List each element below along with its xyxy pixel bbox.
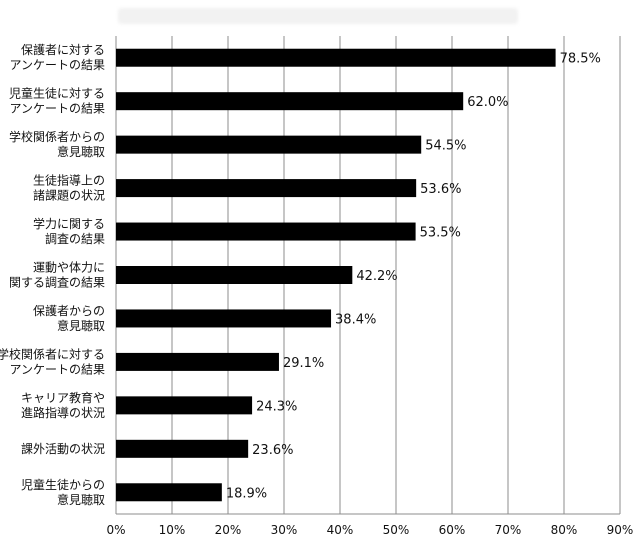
category-label: 運動や体力に [33,261,105,275]
data-label: 53.5% [420,226,461,241]
category-label: アンケートの結果 [9,58,105,72]
category-label: 生徒指導上の [33,173,105,188]
data-label: 78.5% [560,52,601,67]
x-tick-label: 40% [327,523,354,537]
bar [116,266,353,284]
x-tick-label: 30% [271,523,298,537]
category-label: アンケートの結果 [9,102,105,116]
category-label: 保護者に対する [21,42,105,57]
bar [116,396,253,415]
category-label: 意見聴取 [57,318,105,333]
blurred-title [118,8,518,24]
category-label: 調査の結果 [45,232,105,246]
bar [116,352,279,371]
data-label: 38.4% [335,312,376,327]
x-tick-label: 20% [215,523,242,537]
bar [116,48,556,67]
bar [116,92,464,111]
category-label: 学校関係者からの [9,129,105,144]
category-label: 意見聴取 [57,492,105,507]
x-tick-label: 70% [495,523,522,537]
x-tick-label: 10% [159,523,186,537]
bar [116,135,422,154]
bar [116,179,417,198]
category-label: 関する調査の結果 [9,276,105,290]
data-label: 62.0% [467,95,508,110]
category-label: 児童生徒からの [21,477,105,492]
x-tick-label: 50% [383,523,410,537]
category-label: 学校関係者に対する [0,346,105,361]
x-tick-label: 80% [551,523,578,537]
bar [116,439,249,458]
category-label: 保護者からの [33,303,105,318]
data-label: 29.1% [283,356,324,371]
category-label: キャリア教育や [21,390,105,405]
category-label: 諸課題の状況 [33,188,105,203]
category-label: 児童生徒に対する [9,86,105,101]
x-tick-label: 60% [439,523,466,537]
bar [116,483,222,502]
data-label: 23.6% [252,443,293,458]
data-label: 24.3% [256,399,297,414]
category-label: 課外活動の状況 [21,441,105,456]
data-label: 18.9% [226,486,267,501]
data-label: 42.2% [356,269,397,284]
bar [116,222,416,241]
x-tick-label: 0% [106,523,125,537]
data-label: 54.5% [425,139,466,154]
data-label: 53.6% [420,182,461,197]
category-label: 意見聴取 [57,144,105,159]
category-label: 進路指導の状況 [21,405,105,420]
x-tick-label: 90% [607,523,634,537]
category-label: アンケートの結果 [9,362,105,376]
category-label: 学力に関する [33,216,105,231]
bar [116,309,332,328]
